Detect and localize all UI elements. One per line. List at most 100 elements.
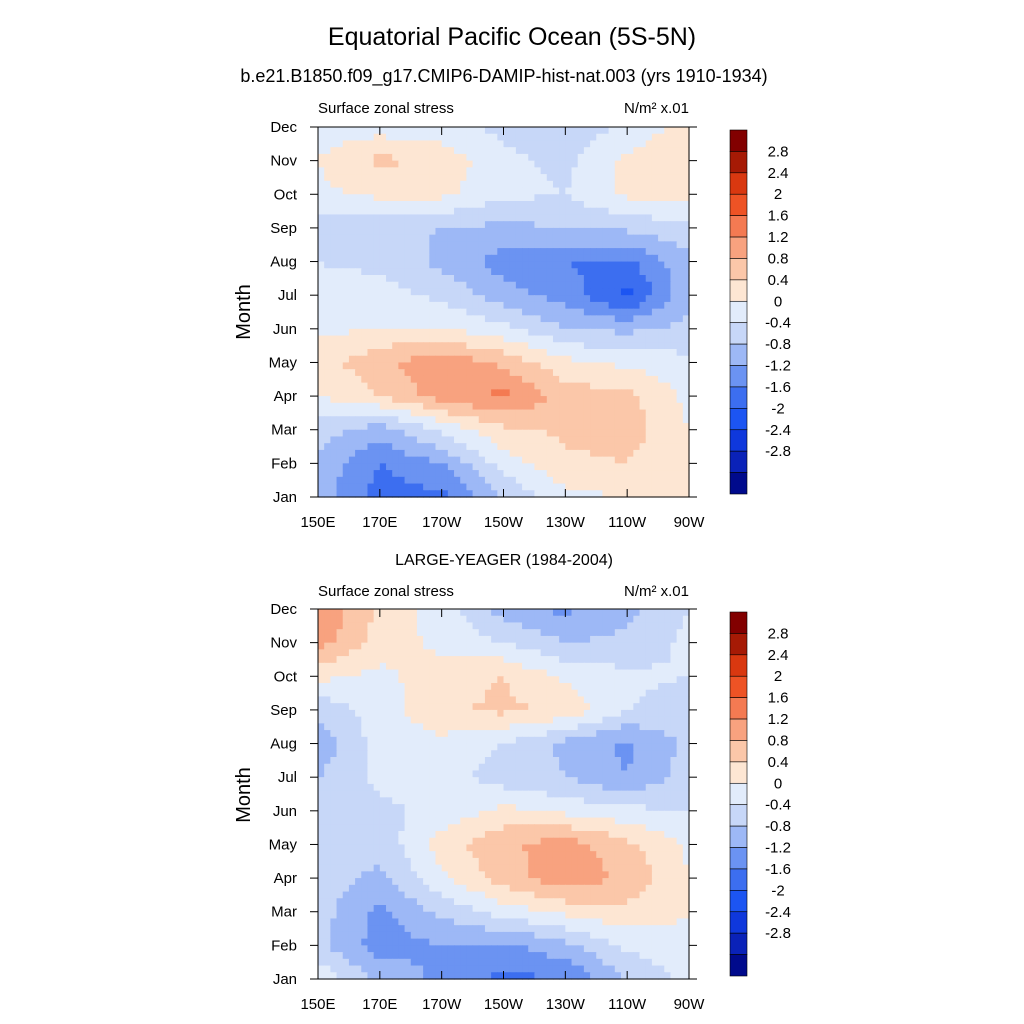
contour-cell xyxy=(682,180,690,189)
contour-cell xyxy=(423,476,430,485)
contour-cell xyxy=(571,127,579,135)
contour-cell xyxy=(342,476,350,485)
contour-cell xyxy=(379,743,387,751)
contour-cell xyxy=(676,328,684,337)
colorbar-swatch xyxy=(729,151,748,174)
contour-cell xyxy=(460,180,467,189)
contour-cell xyxy=(497,716,505,724)
contour-cell xyxy=(491,743,498,751)
contour-cell xyxy=(559,689,566,698)
contour-cell xyxy=(423,716,430,724)
contour-cell xyxy=(515,716,523,724)
contour-cell xyxy=(608,656,616,664)
contour-cell xyxy=(590,261,597,269)
contour-cell xyxy=(503,295,511,303)
contour-cell xyxy=(491,362,498,370)
contour-cell xyxy=(478,147,486,155)
contour-cell xyxy=(379,133,387,142)
contour-cell xyxy=(670,669,678,677)
contour-cell xyxy=(620,281,628,290)
contour-cell xyxy=(484,476,492,485)
contour-cell xyxy=(379,180,387,189)
contour-cell xyxy=(441,716,449,724)
contour-cell xyxy=(546,275,554,283)
contour-cell xyxy=(670,402,678,411)
contour-cell xyxy=(522,783,529,792)
contour-cell xyxy=(620,234,628,242)
contour-cell xyxy=(639,261,647,269)
contour-cell xyxy=(373,662,381,671)
contour-cell xyxy=(571,194,579,202)
contour-cell xyxy=(398,730,406,738)
contour-cell xyxy=(633,642,641,650)
colorbar-swatch xyxy=(729,129,748,152)
contour-cell xyxy=(324,676,331,684)
contour-cell xyxy=(583,402,591,411)
contour-cell xyxy=(410,429,418,438)
contour-cell xyxy=(503,194,511,202)
contour-cell xyxy=(423,349,430,357)
contour-cell xyxy=(361,429,369,438)
contour-cell xyxy=(540,669,548,677)
contour-cell xyxy=(571,322,579,330)
contour-cell xyxy=(645,275,653,283)
contour-cell xyxy=(392,268,399,276)
contour-cell xyxy=(497,476,505,485)
contour-cell xyxy=(596,662,604,671)
contour-cell xyxy=(398,689,406,698)
contour-cell xyxy=(447,629,455,637)
contour-cell xyxy=(571,423,579,431)
contour-cell xyxy=(546,409,554,417)
contour-cell xyxy=(318,241,325,249)
contour-cell xyxy=(528,743,536,751)
contour-cell xyxy=(639,689,647,698)
contour-cell xyxy=(614,470,622,478)
contour-cell xyxy=(528,160,536,168)
contour-cell xyxy=(324,716,331,724)
contour-cell xyxy=(348,456,356,464)
contour-cell xyxy=(596,214,604,222)
contour-cell xyxy=(355,476,362,485)
contour-cell xyxy=(361,689,369,698)
contour-cell xyxy=(429,490,437,498)
contour-cell xyxy=(348,322,356,330)
contour-cell xyxy=(664,463,672,471)
contour-cell xyxy=(447,322,455,330)
contour-cell xyxy=(454,214,461,222)
contour-cell xyxy=(379,703,387,711)
contour-cell xyxy=(620,288,628,296)
contour-cell xyxy=(651,335,659,343)
contour-cell xyxy=(466,683,474,691)
contour-cell xyxy=(633,649,641,657)
contour-cell xyxy=(379,622,387,630)
y-tick-label: Dec xyxy=(270,119,297,136)
contour-cell xyxy=(503,669,511,677)
contour-cell xyxy=(515,147,523,155)
contour-cell xyxy=(478,443,486,451)
contour-cell xyxy=(472,275,480,283)
contour-cell xyxy=(342,221,350,229)
contour-cell xyxy=(336,180,344,189)
contour-cell xyxy=(447,153,455,162)
contour-cell xyxy=(330,683,338,691)
contour-cell xyxy=(361,669,369,677)
contour-cell xyxy=(497,703,505,711)
contour-cell xyxy=(658,315,665,323)
contour-cell xyxy=(596,696,604,704)
contour-cell xyxy=(429,696,437,704)
contour-cell xyxy=(676,315,684,323)
contour-cell xyxy=(484,389,492,397)
contour-cell xyxy=(522,423,529,431)
contour-cell xyxy=(454,261,461,269)
contour-cell xyxy=(596,201,604,209)
contour-cell xyxy=(324,187,331,195)
contour-cell xyxy=(478,207,486,216)
contour-cell xyxy=(614,609,622,617)
contour-cell xyxy=(546,635,554,644)
contour-cell xyxy=(373,234,381,242)
contour-cell xyxy=(602,281,610,290)
contour-cell xyxy=(583,723,591,731)
contour-cell xyxy=(571,642,579,650)
contour-cell xyxy=(460,167,467,175)
contour-cell xyxy=(460,194,467,202)
